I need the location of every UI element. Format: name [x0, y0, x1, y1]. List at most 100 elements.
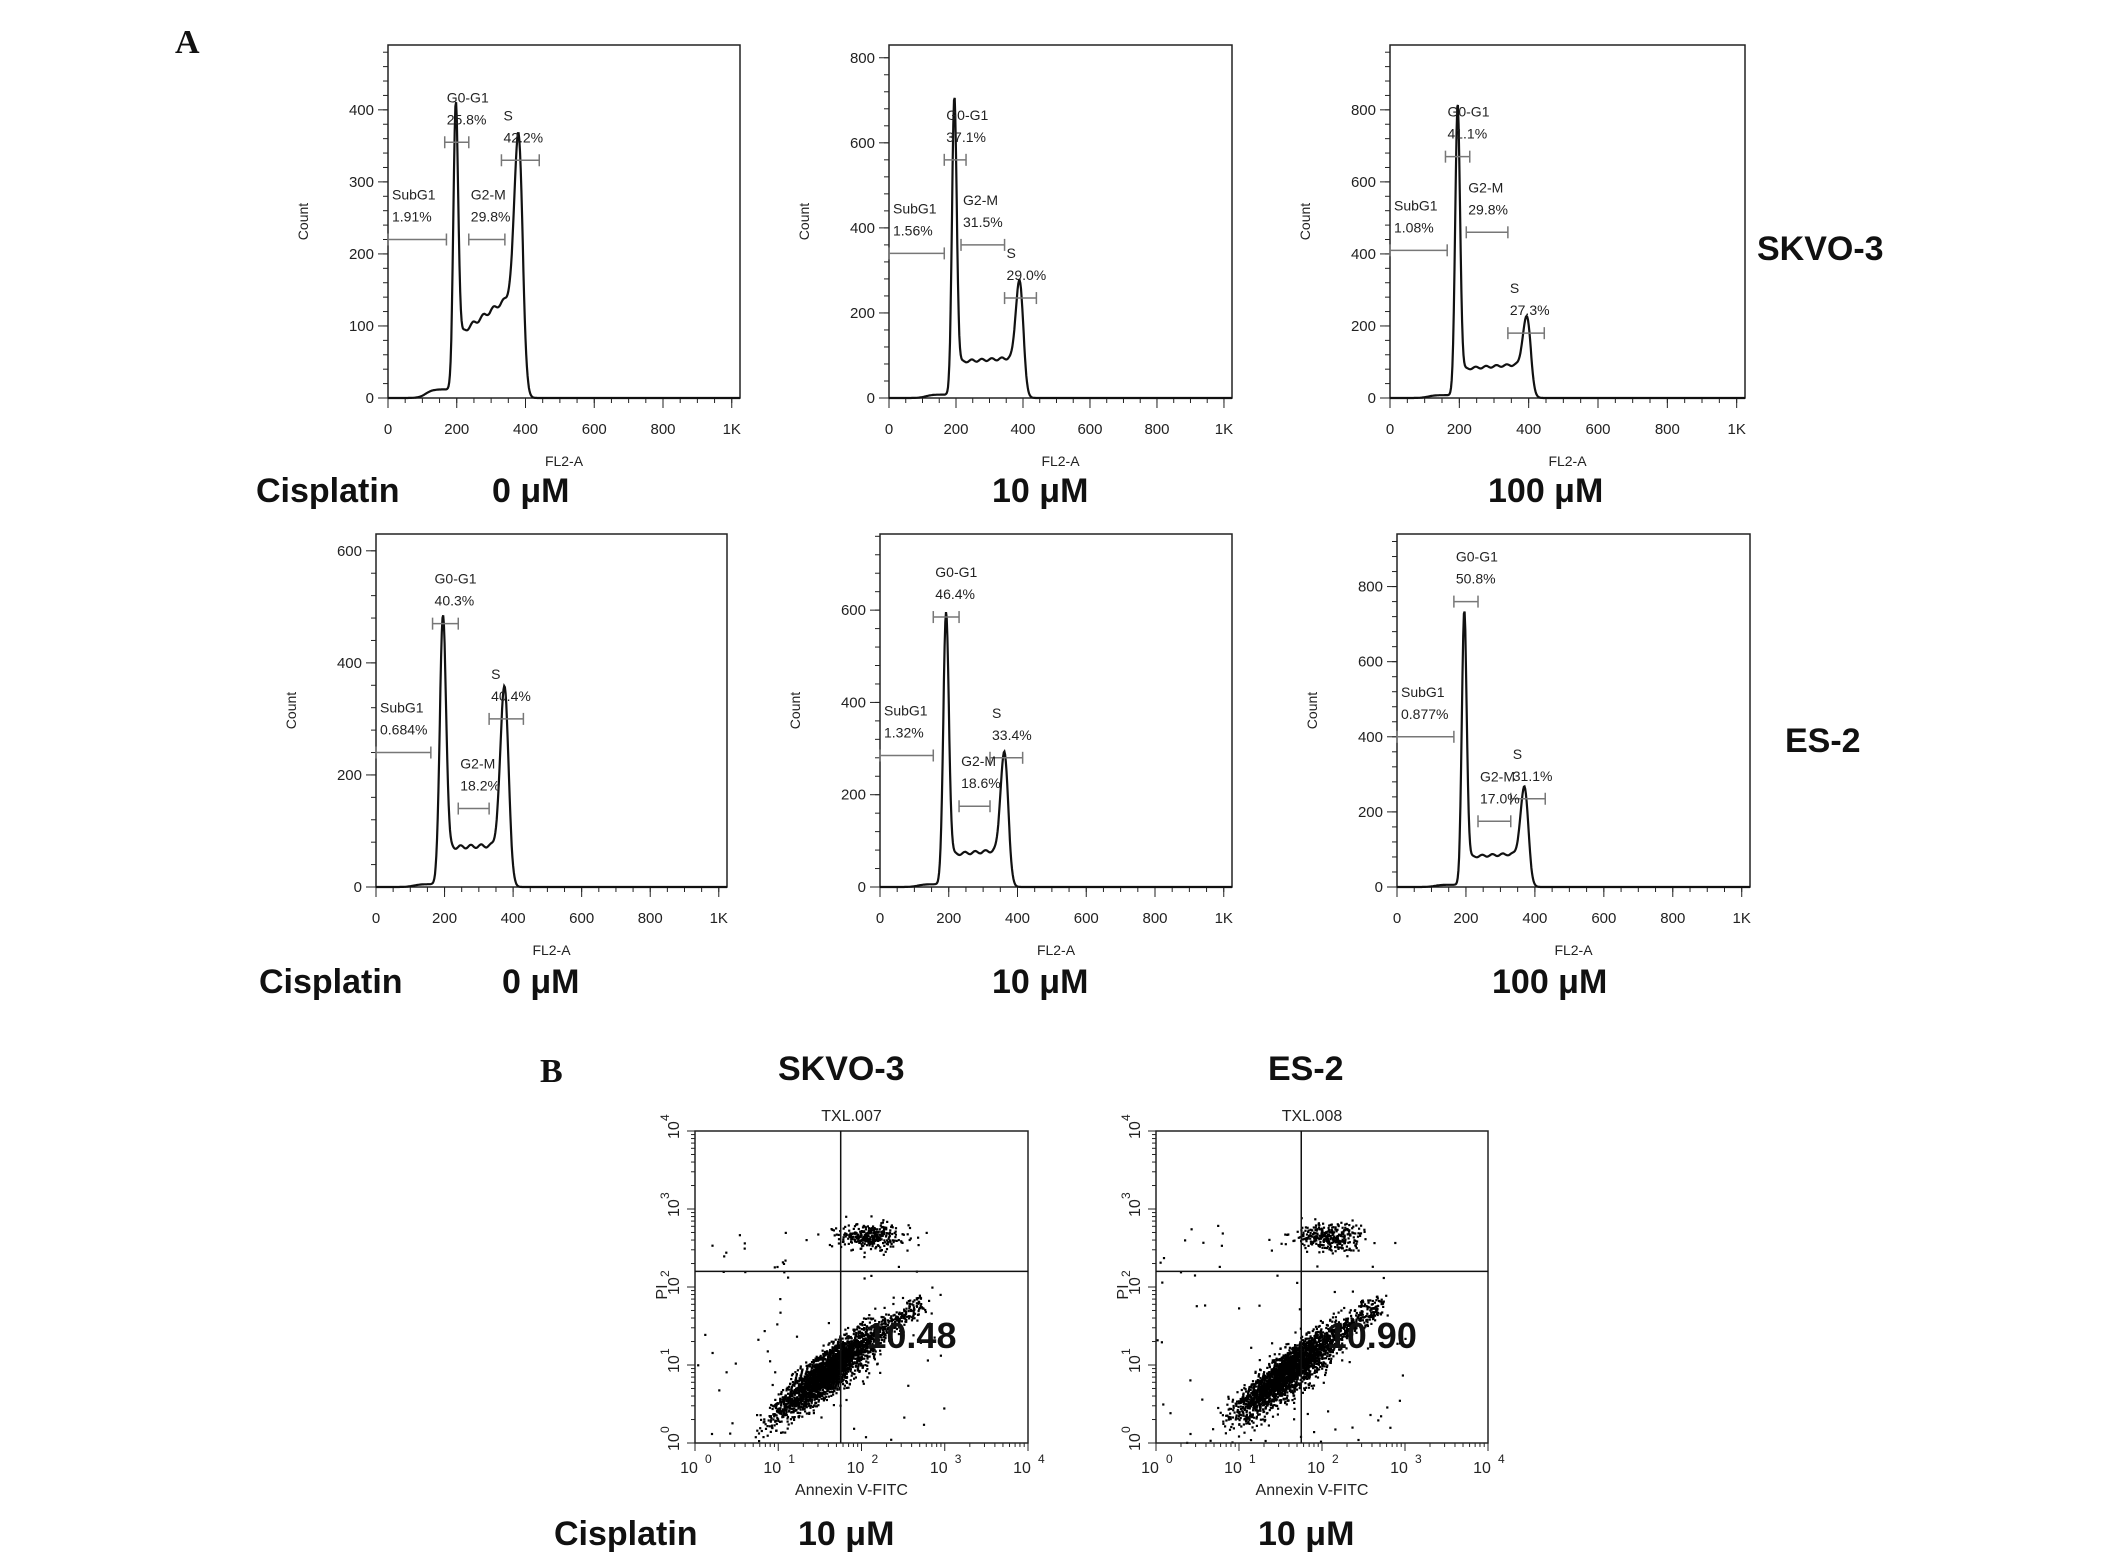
- scatter-point: [864, 1240, 867, 1243]
- scatter-point: [872, 1240, 875, 1243]
- scatter-point: [816, 1392, 819, 1395]
- scatter-point: [870, 1331, 873, 1334]
- scatter-point: [807, 1393, 810, 1396]
- scatter-point: [836, 1387, 839, 1390]
- scatter-point: [786, 1427, 789, 1430]
- scatter-point: [912, 1317, 915, 1320]
- scatter-point: [791, 1381, 794, 1384]
- gate-name-label: S: [503, 107, 512, 123]
- scatter-point: [830, 1362, 833, 1365]
- scatter-point: [1253, 1429, 1256, 1432]
- scatter-point: [821, 1366, 824, 1369]
- scatter-point: [785, 1408, 788, 1411]
- scatter-point: [843, 1373, 846, 1377]
- scatter-point: [894, 1317, 897, 1320]
- scatter-point: [843, 1375, 846, 1379]
- scatter-point: [832, 1363, 835, 1367]
- x-axis-label: Annexin V-FITC: [795, 1482, 908, 1499]
- x-tick-label: 400: [1516, 421, 1541, 438]
- scatter-point: [878, 1238, 882, 1242]
- scatter-point: [859, 1331, 862, 1335]
- scatter-point: [756, 1429, 759, 1432]
- scatter-point: [933, 1336, 936, 1339]
- scatter-point: [723, 1255, 726, 1258]
- scatter-point: [790, 1392, 793, 1395]
- scatter-point: [782, 1262, 786, 1265]
- scatter-point: [770, 1419, 773, 1422]
- scatter-point: [802, 1406, 805, 1409]
- scatter-point: [876, 1233, 879, 1236]
- x-axis-label: FL2-A: [1041, 453, 1080, 469]
- scatter-point: [837, 1238, 841, 1241]
- scatter-point: [837, 1338, 840, 1341]
- scatter-point: [862, 1343, 865, 1346]
- gate-percent-label: 46.4%: [935, 586, 975, 602]
- scatter-point: [871, 1245, 874, 1248]
- scatter-point: [800, 1373, 803, 1376]
- scatter-point: [844, 1349, 847, 1352]
- gate-name-label: G2-M: [961, 753, 996, 769]
- scatter-point: [789, 1382, 792, 1386]
- scatter-point: [883, 1322, 887, 1325]
- scatter-point: [794, 1409, 797, 1412]
- x-tick-label: 400: [513, 421, 538, 438]
- scatter-title: TXL.007: [821, 1108, 882, 1125]
- gate-name-label: SubG1: [392, 187, 436, 203]
- scatter-point: [862, 1230, 866, 1233]
- scatter-point: [793, 1388, 796, 1392]
- scatter-point: [1257, 1413, 1260, 1416]
- scatter-point: [770, 1424, 774, 1427]
- scatter-point: [840, 1366, 844, 1369]
- scatter-point: [1290, 1391, 1293, 1394]
- gate-percent-label: 29.0%: [1007, 267, 1047, 283]
- scatter-point: [857, 1334, 860, 1338]
- scatter-point: [771, 1383, 774, 1387]
- scatter-point: [875, 1245, 878, 1249]
- gate-name-label: G2-M: [963, 192, 998, 208]
- scatter-point: [763, 1418, 766, 1421]
- scatter-point: [821, 1376, 824, 1379]
- scatter-point: [873, 1234, 876, 1237]
- scatter-point: [856, 1325, 860, 1328]
- scatter-point: [862, 1236, 865, 1239]
- scatter-point: [864, 1354, 867, 1357]
- scatter-point: [860, 1336, 863, 1339]
- scatter-point: [797, 1407, 800, 1410]
- scatter-point: [898, 1312, 901, 1316]
- histogram-panel: [879, 44, 1233, 408]
- scatter-point: [850, 1354, 853, 1357]
- plot-frame: [879, 533, 1233, 888]
- scatter-point: [1326, 1364, 1329, 1367]
- scatter-point: [754, 1436, 757, 1439]
- scatter-point: [1282, 1354, 1285, 1357]
- scatter-point: [878, 1339, 881, 1342]
- y-axis-label: Count: [295, 203, 311, 240]
- scatter-point: [1230, 1425, 1233, 1429]
- scatter-point: [788, 1399, 791, 1402]
- scatter-point: [852, 1227, 855, 1230]
- scatter-point: [818, 1384, 821, 1387]
- scatter-point: [943, 1407, 946, 1410]
- scatter-point: [855, 1361, 858, 1364]
- scatter-point: [833, 1378, 836, 1381]
- scatter-point: [1353, 1329, 1357, 1332]
- scatter-point: [870, 1318, 873, 1321]
- scatter-point: [810, 1393, 813, 1396]
- x-tick-label: 1K: [723, 421, 741, 438]
- y-tick-label: 400: [1358, 729, 1383, 746]
- scatter-point: [832, 1229, 835, 1232]
- scatter-point: [901, 1233, 904, 1236]
- scatter-point: [808, 1376, 811, 1379]
- scatter-point: [859, 1345, 862, 1348]
- scatter-point: [1323, 1365, 1326, 1368]
- scatter-point: [780, 1402, 783, 1405]
- scatter-point: [861, 1241, 864, 1244]
- scatter-point: [850, 1355, 853, 1358]
- scatter-point: [798, 1384, 801, 1387]
- scatter-point: [882, 1233, 885, 1236]
- scatter-point: [872, 1349, 875, 1352]
- scatter-point: [871, 1226, 874, 1230]
- scatter-point: [1324, 1362, 1327, 1365]
- scatter-point: [790, 1374, 794, 1377]
- x-tick-label: 600: [1074, 910, 1099, 927]
